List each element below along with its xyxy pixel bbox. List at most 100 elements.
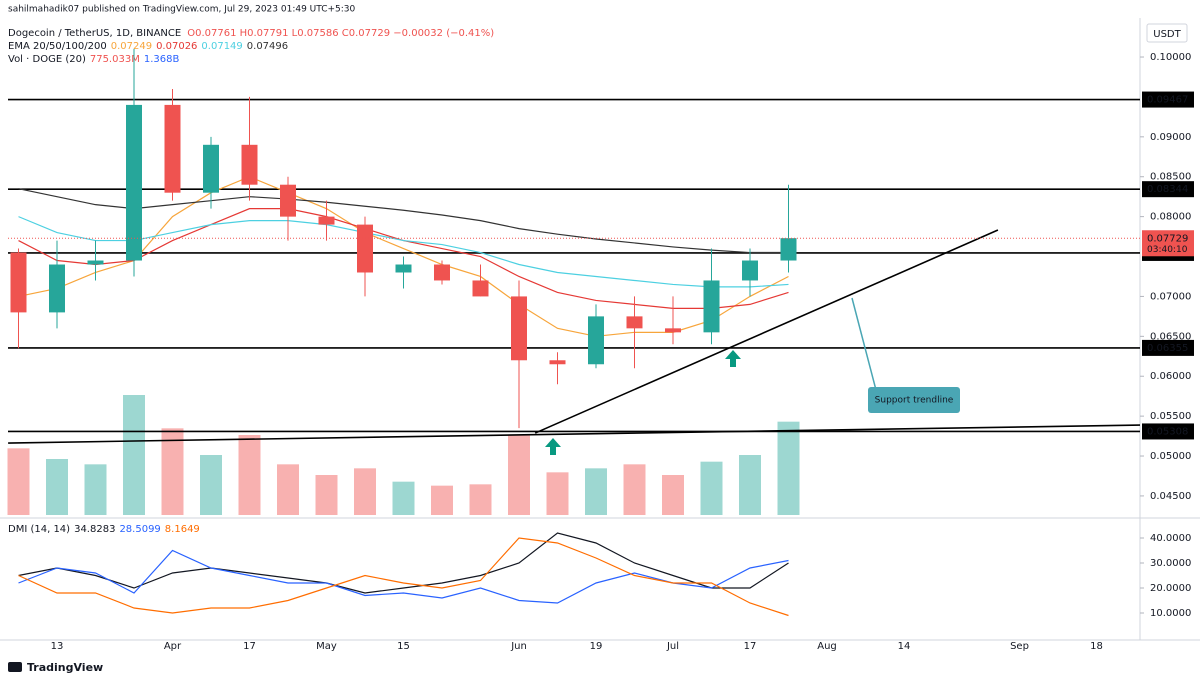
level-box bbox=[1142, 339, 1194, 356]
volume-bar bbox=[777, 421, 800, 515]
countdown: 03:40:10 bbox=[1147, 245, 1188, 255]
x-tick-label: 17 bbox=[744, 641, 757, 652]
candle-body bbox=[588, 316, 604, 365]
candle-body bbox=[549, 360, 566, 365]
x-tick-label: May bbox=[316, 641, 337, 652]
ema-name: EMA 20/50/100/200 bbox=[8, 41, 107, 52]
dmi-line bbox=[18, 532, 789, 594]
y-tick-label: 0.08000 bbox=[1150, 212, 1191, 223]
footer-brand: TradingView bbox=[27, 661, 103, 674]
x-tick-label: Jul bbox=[666, 641, 679, 652]
candle-body bbox=[203, 144, 219, 193]
volume-bar bbox=[354, 468, 376, 515]
y-tick-label: 0.10000 bbox=[1150, 52, 1191, 63]
trendline bbox=[534, 229, 999, 434]
volume-bar bbox=[700, 461, 723, 515]
arrow bbox=[725, 350, 741, 367]
candle-body bbox=[665, 328, 681, 333]
candle-body bbox=[434, 264, 450, 281]
y-tick-label: 10.0000 bbox=[1150, 608, 1191, 619]
symbol: Dogecoin / TetherUS, 1D, BINANCE bbox=[8, 28, 181, 39]
candle-body bbox=[511, 296, 527, 361]
vol-value: 1.368B bbox=[144, 54, 180, 65]
volume-bar bbox=[585, 468, 607, 515]
volume-bar bbox=[623, 464, 646, 515]
callout-line bbox=[851, 297, 877, 391]
candle-body bbox=[780, 238, 797, 261]
volume-bar bbox=[392, 481, 415, 515]
dmi-line bbox=[18, 549, 789, 604]
trendline bbox=[8, 424, 1141, 444]
y-tick-label: 30.0000 bbox=[1150, 558, 1191, 569]
volume-bar bbox=[277, 464, 299, 515]
candle-body bbox=[87, 260, 104, 265]
y-tick-label: 0.04500 bbox=[1150, 491, 1191, 502]
volume-bar bbox=[84, 464, 107, 515]
volume-bar bbox=[161, 428, 184, 515]
ema-value: 0.07026 bbox=[156, 41, 197, 52]
candle-body bbox=[395, 264, 412, 273]
candle-body bbox=[472, 280, 489, 297]
vol-name: Vol · DOGE (20) bbox=[8, 54, 86, 65]
candle-body bbox=[318, 216, 335, 225]
candle-body bbox=[164, 104, 181, 193]
ema-line bbox=[18, 176, 789, 337]
ema-value: 0.07496 bbox=[247, 41, 288, 52]
candle-body bbox=[241, 144, 258, 185]
dmi-title: DMI (14, 14) bbox=[8, 524, 70, 535]
arrow bbox=[545, 438, 561, 455]
candle-body bbox=[280, 184, 296, 217]
candle-body bbox=[10, 252, 27, 313]
x-tick-label: 19 bbox=[590, 641, 603, 652]
volume-bar bbox=[508, 435, 530, 515]
level-label: 0.05308 bbox=[1147, 426, 1188, 437]
volume-bar bbox=[431, 485, 453, 515]
dmi-line: DMI (14, 14) 34.8283 28.5099 8.1649 bbox=[8, 524, 200, 535]
y-tick-label: 0.06000 bbox=[1150, 371, 1191, 382]
vol-line: Vol · DOGE (20) 775.033M 1.368B bbox=[8, 54, 179, 65]
x-tick-label: 18 bbox=[1090, 641, 1103, 652]
volume-bar bbox=[7, 448, 30, 515]
y-tick-label: 40.0000 bbox=[1150, 533, 1191, 544]
y-tick-label: 0.06500 bbox=[1150, 331, 1191, 342]
x-tick-label: 13 bbox=[51, 641, 64, 652]
y-tick-label: 0.07000 bbox=[1150, 291, 1191, 302]
x-tick-label: 15 bbox=[397, 641, 410, 652]
symbol-line: Dogecoin / TetherUS, 1D, BINANCE O0.07761… bbox=[8, 28, 494, 39]
candle-body bbox=[357, 224, 373, 273]
currency[interactable]: USDT bbox=[1153, 29, 1181, 40]
y-tick-label: 0.09000 bbox=[1150, 132, 1191, 143]
footer: TradingView bbox=[8, 661, 103, 674]
candle-body bbox=[626, 316, 643, 329]
annotation: Support trendline bbox=[875, 396, 954, 406]
y-tick-label: 20.0000 bbox=[1150, 583, 1191, 594]
ohlc: O0.07761 H0.07791 L0.07586 C0.07729 −0.0… bbox=[187, 28, 494, 39]
x-tick-label: 14 bbox=[898, 641, 911, 652]
ema-value: 0.07249 bbox=[111, 41, 152, 52]
y-tick-label: 0.08500 bbox=[1150, 172, 1191, 183]
volume-bar bbox=[739, 455, 761, 515]
level-label: 0.09467 bbox=[1147, 95, 1188, 106]
logo bbox=[8, 662, 22, 672]
level-label: 0.06355 bbox=[1147, 343, 1188, 354]
volume-bar bbox=[546, 472, 569, 515]
legend-entry: 28.5099 bbox=[119, 524, 160, 535]
level-box bbox=[1142, 181, 1194, 198]
y-tick-label: 0.05500 bbox=[1150, 411, 1191, 422]
candle-body bbox=[703, 280, 720, 333]
level-box bbox=[1142, 423, 1194, 440]
x-tick-label: 17 bbox=[243, 641, 256, 652]
volume-bar bbox=[469, 484, 492, 515]
volume-bar bbox=[662, 475, 684, 515]
ema-line bbox=[18, 188, 789, 254]
volume-bar bbox=[123, 395, 145, 515]
volume-bar bbox=[315, 475, 338, 515]
legend-entry: 34.8283 bbox=[74, 524, 115, 535]
volume-bar bbox=[200, 455, 222, 515]
x-tick-label: Aug bbox=[817, 641, 837, 652]
ema-line: EMA 20/50/100/200 0.07249 0.07026 0.07149 0.… bbox=[8, 41, 288, 52]
candle-body bbox=[126, 104, 142, 261]
vol-value: 775.033M bbox=[90, 54, 140, 65]
currency-button[interactable] bbox=[1146, 23, 1188, 43]
last-price-box bbox=[1142, 230, 1194, 257]
